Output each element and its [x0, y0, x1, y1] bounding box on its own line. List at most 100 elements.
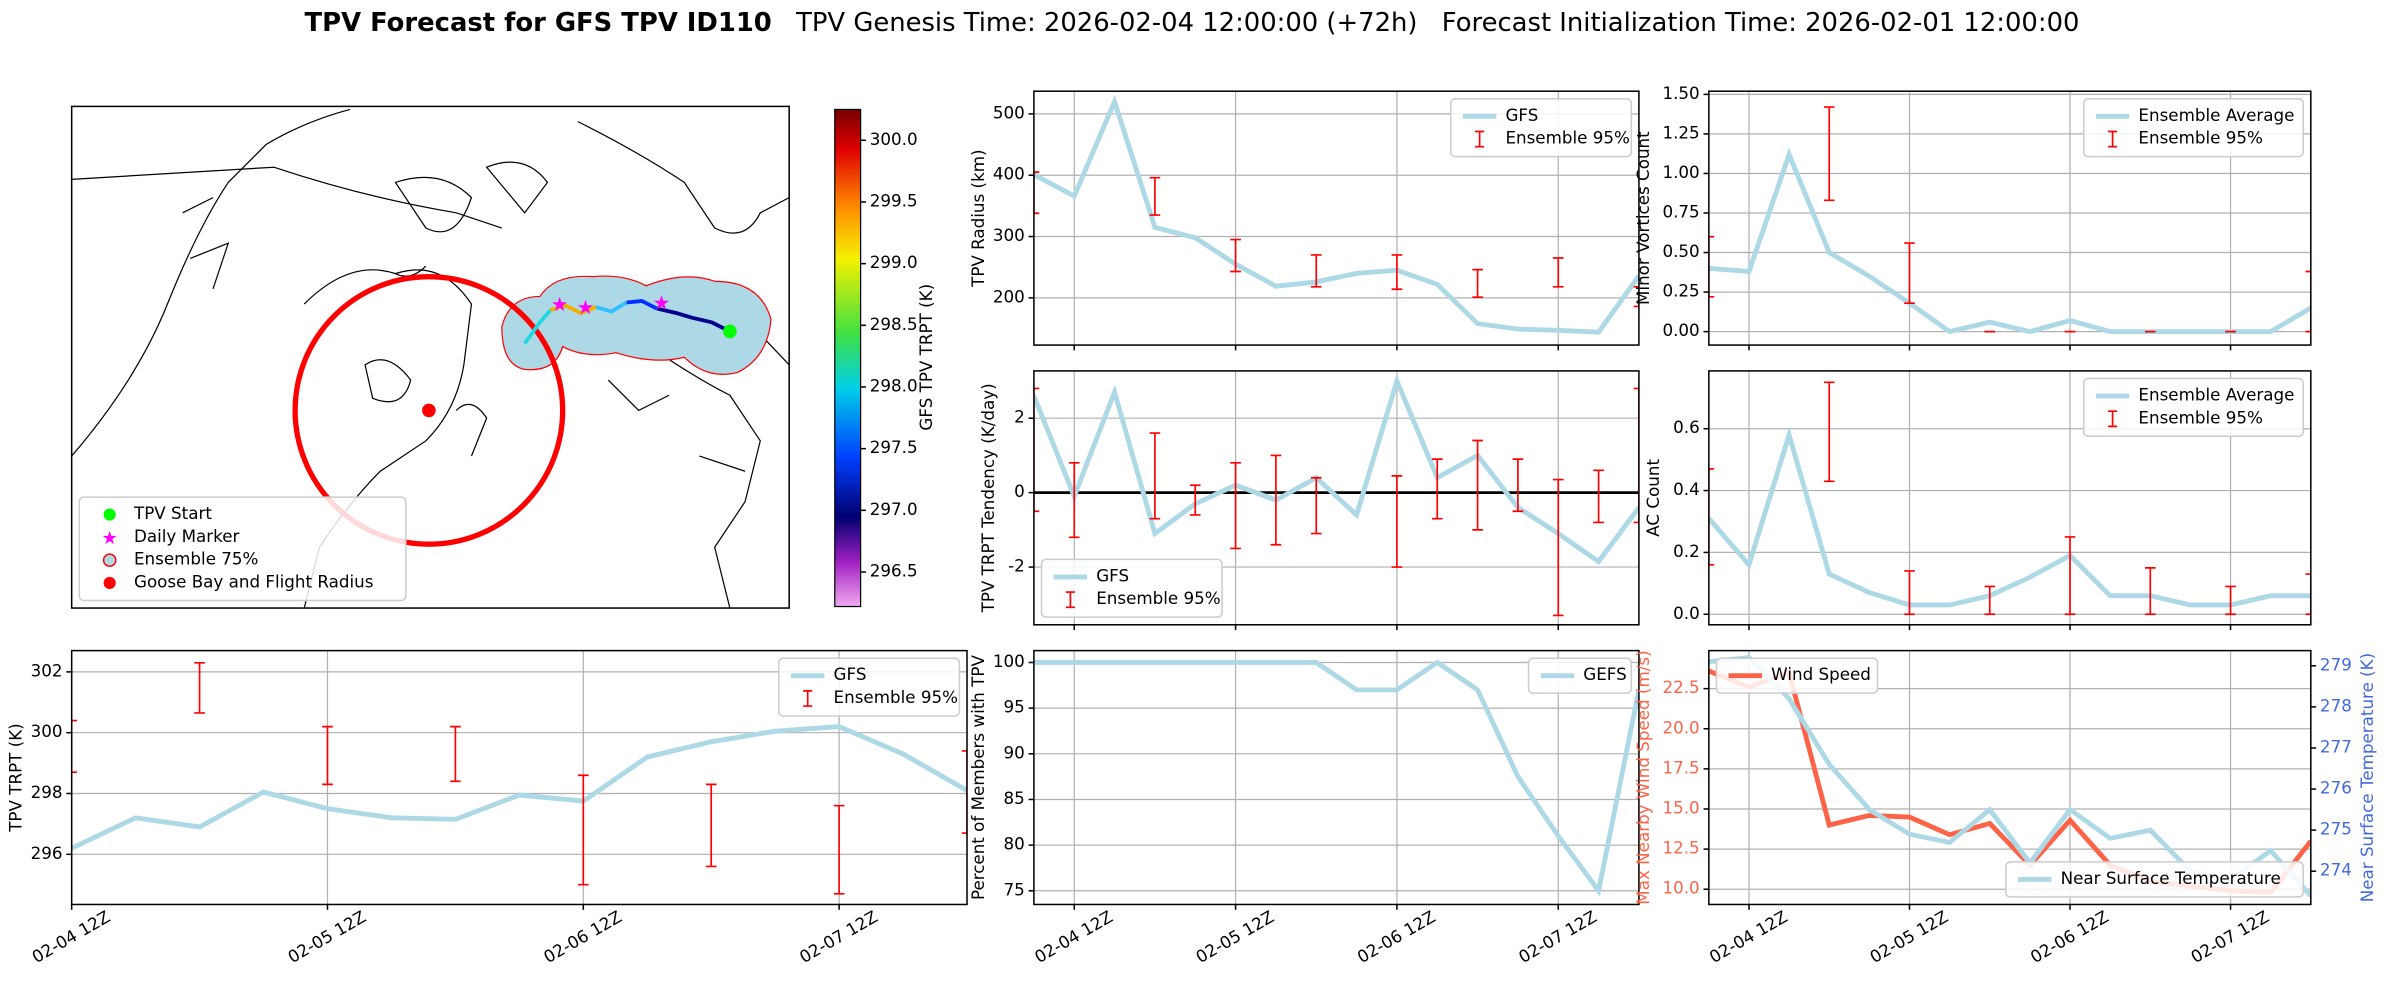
y-tick-label: 302	[31, 660, 63, 680]
error-bar	[2225, 585, 2236, 616]
x-tick-label: 02-06 12Z	[2027, 906, 2112, 967]
legend-box	[78, 496, 407, 602]
y-tick-label: 0.6	[1673, 417, 1700, 437]
error-bar	[1552, 257, 1564, 288]
legend-box	[1040, 558, 1223, 618]
series-line	[71, 724, 968, 851]
error-bar	[1633, 285, 1639, 308]
flight-radius	[292, 274, 566, 547]
svg-text:★: ★	[551, 293, 569, 316]
legend-label: Ensemble 95%	[2138, 128, 2262, 148]
y-tick-label: 0.50	[1662, 241, 1699, 261]
y2-tick-label: 278	[2320, 695, 2352, 715]
y-tick-label: 298	[31, 782, 63, 802]
y-axis-label: TPV TRPT Tendency (K/day)	[978, 383, 998, 613]
series-line	[1708, 426, 2311, 608]
error-bar	[1068, 462, 1080, 539]
y-axis-label: TPV TRPT (K)	[6, 723, 26, 833]
error-bar	[1708, 468, 1715, 566]
axes-frame	[1708, 649, 2312, 906]
error-bar	[577, 774, 589, 886]
legend-box	[2082, 377, 2304, 438]
error-bar	[1472, 439, 1483, 531]
legend-label: Ensemble Average	[2138, 384, 2294, 404]
y-tick-label: 1.25	[1662, 122, 1699, 142]
error-bar	[1431, 458, 1443, 520]
y-tick-label: 0	[1014, 481, 1025, 501]
goose-bay	[422, 403, 436, 418]
y2-axis-label: Near Surface Temperature (K)	[2357, 653, 2377, 902]
colorbar-tick-label: 298.0	[870, 375, 918, 395]
legend-label: Ensemble 75%	[134, 549, 258, 569]
y-tick-label: 400	[993, 164, 1025, 184]
error-bar	[1270, 454, 1282, 546]
y2-tick-label: 279	[2320, 654, 2352, 674]
legend-box	[1449, 98, 1633, 158]
title-main: TPV Forecast for GFS TPV ID110	[305, 7, 772, 37]
error-bar	[1149, 432, 1161, 520]
legend-label: Near Surface Temperature	[2061, 868, 2281, 888]
y-axis-label: Max Nearby Wind Speed (m/s)	[1633, 650, 1653, 904]
legend-errorbar	[2108, 130, 2118, 148]
error-bar	[1984, 585, 1996, 616]
legend-label: Ensemble 95%	[1096, 588, 1220, 608]
y-axis-label: AC Count	[1643, 459, 1663, 537]
y-tick-label: 15.0	[1662, 797, 1699, 817]
error-bar	[1708, 235, 1715, 298]
x-tick-label: 02-05 12Z	[284, 906, 369, 967]
axes-frame	[1708, 90, 2312, 346]
y-axis-label: Percent of Members with TPV	[968, 655, 988, 901]
x-tick-label: 02-04 12Z	[28, 906, 113, 967]
y-tick-label: 90	[1004, 742, 1025, 762]
legend-label: GFS	[1505, 105, 1538, 125]
y2-tick-label: 275	[2320, 819, 2352, 839]
y-tick-label: 80	[1004, 834, 1025, 854]
daily-markers: ★ ★ ★	[551, 292, 671, 320]
legend-label: Ensemble 95%	[2138, 407, 2262, 427]
legend-errorbar	[1065, 591, 1075, 609]
error-bar	[1189, 484, 1201, 516]
plot-area	[1708, 370, 2311, 625]
colorbar	[834, 108, 862, 608]
legend-label: TPV Start	[133, 503, 212, 523]
x-tick-label: 02-05 12Z	[1866, 906, 1951, 967]
y-tick-label: 296	[31, 843, 63, 863]
axes-frame	[1033, 370, 1640, 626]
x-tick-label: 02-06 12Z	[1354, 906, 1439, 967]
error-bar	[1823, 381, 1835, 483]
legend-label: Daily Marker	[134, 526, 240, 546]
error-bar	[2305, 573, 2311, 616]
y-tick-label: 20.0	[1662, 717, 1699, 737]
error-bar	[1633, 387, 1639, 524]
colorbar-label: GFS TPV TRPT (K)	[916, 284, 936, 431]
error-bar	[2144, 567, 2156, 616]
series-line	[1033, 659, 1639, 897]
svg-text:★: ★	[577, 296, 595, 319]
legend-label: GFS	[1096, 565, 1129, 585]
y-tick-label: 1.00	[1662, 162, 1699, 182]
error-bar	[961, 750, 968, 834]
error-bar	[1552, 478, 1564, 617]
svg-text:★: ★	[653, 292, 671, 315]
y-tick-label: 0.25	[1662, 281, 1699, 301]
colorbar-tick-label: 298.5	[870, 314, 918, 334]
y-tick-label: 0.0	[1673, 603, 1700, 623]
error-bar	[1904, 242, 1915, 304]
y-tick-label: 100	[993, 651, 1025, 671]
series-line	[1708, 147, 2311, 335]
tpv-start	[723, 324, 737, 339]
y-tick-label: 22.5	[1662, 677, 1699, 697]
series-line	[1033, 94, 1639, 335]
y-tick-label: 300	[31, 721, 63, 741]
legend-box	[1715, 657, 1879, 694]
colorbar-tick-label: 299.0	[870, 252, 918, 272]
axes-frame	[70, 649, 968, 906]
x-tick-label: 02-07 12Z	[796, 906, 881, 967]
y-tick-label: 0.75	[1662, 201, 1699, 221]
title-init: Forecast Initialization Time: 2026-02-01…	[1442, 7, 2080, 37]
error-bar	[450, 725, 461, 783]
y-tick-label: 500	[993, 102, 1025, 122]
y-tick-label: 75	[1004, 879, 1025, 899]
error-bar	[1230, 462, 1241, 550]
y-axis-label: Minor Vortices Count	[1633, 131, 1653, 305]
